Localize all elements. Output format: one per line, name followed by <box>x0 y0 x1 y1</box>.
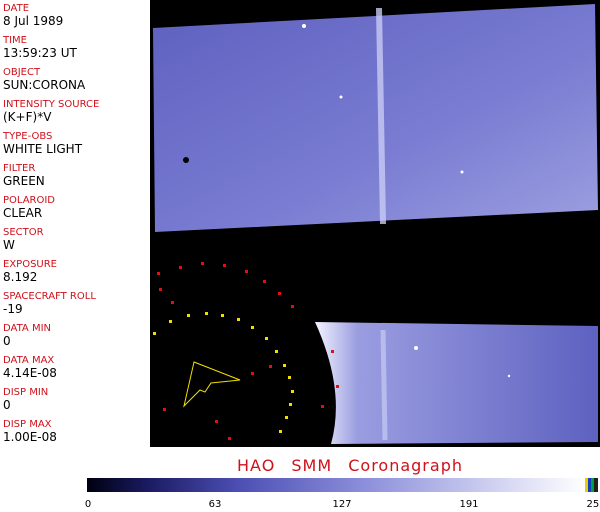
field-value: GREEN <box>3 174 45 188</box>
field-value: CLEAR <box>3 206 43 220</box>
field-value: 0 <box>3 398 11 412</box>
field-label: FILTER <box>3 163 36 174</box>
field-value: WHITE LIGHT <box>3 142 83 156</box>
colorbar-tick: 255 <box>586 499 600 510</box>
field-value: (K+F)*V <box>3 110 52 124</box>
field-value: 8.192 <box>3 270 38 284</box>
field-label: POLAROID <box>3 195 56 206</box>
field-label: OBJECT <box>3 67 41 78</box>
coronagraph-image <box>151 0 600 447</box>
field-value: -19 <box>3 302 23 316</box>
field-value: 13:59:23 UT <box>3 46 77 60</box>
colorbar-tick: 127 <box>332 499 352 510</box>
field-label: SPACECRAFT ROLL <box>3 291 96 302</box>
field-value: 4.14E-08 <box>3 366 57 380</box>
field-label: EXPOSURE <box>3 259 58 270</box>
colorbar-tick: 0 <box>84 499 92 510</box>
field-value: 0 <box>3 334 11 348</box>
colorbar <box>87 478 598 492</box>
field-label: TIME <box>3 35 28 46</box>
field-label: DISP MAX <box>3 419 52 430</box>
field-label: TYPE-OBS <box>3 131 53 142</box>
field-value: SUN:CORONA <box>3 78 86 92</box>
field-label: SECTOR <box>3 227 44 238</box>
field-label: DISP MIN <box>3 387 49 398</box>
field-value: 1.00E-08 <box>3 430 57 444</box>
title: HAO SMM Coronagraph <box>237 456 463 475</box>
colorbar-tick: 63 <box>208 499 222 510</box>
colorbar-tick: 191 <box>459 499 479 510</box>
field-label: INTENSITY SOURCE <box>3 99 100 110</box>
field-label: DATA MAX <box>3 355 55 366</box>
field-value: 8 Jul 1989 <box>3 14 64 28</box>
info-panel: DATE 8 Jul 1989 TIME 13:59:23 UT OBJECT SUN:C… <box>0 0 151 447</box>
field-label: DATA MIN <box>3 323 51 334</box>
field-label: DATE <box>3 3 30 14</box>
field-value: W <box>3 238 15 252</box>
